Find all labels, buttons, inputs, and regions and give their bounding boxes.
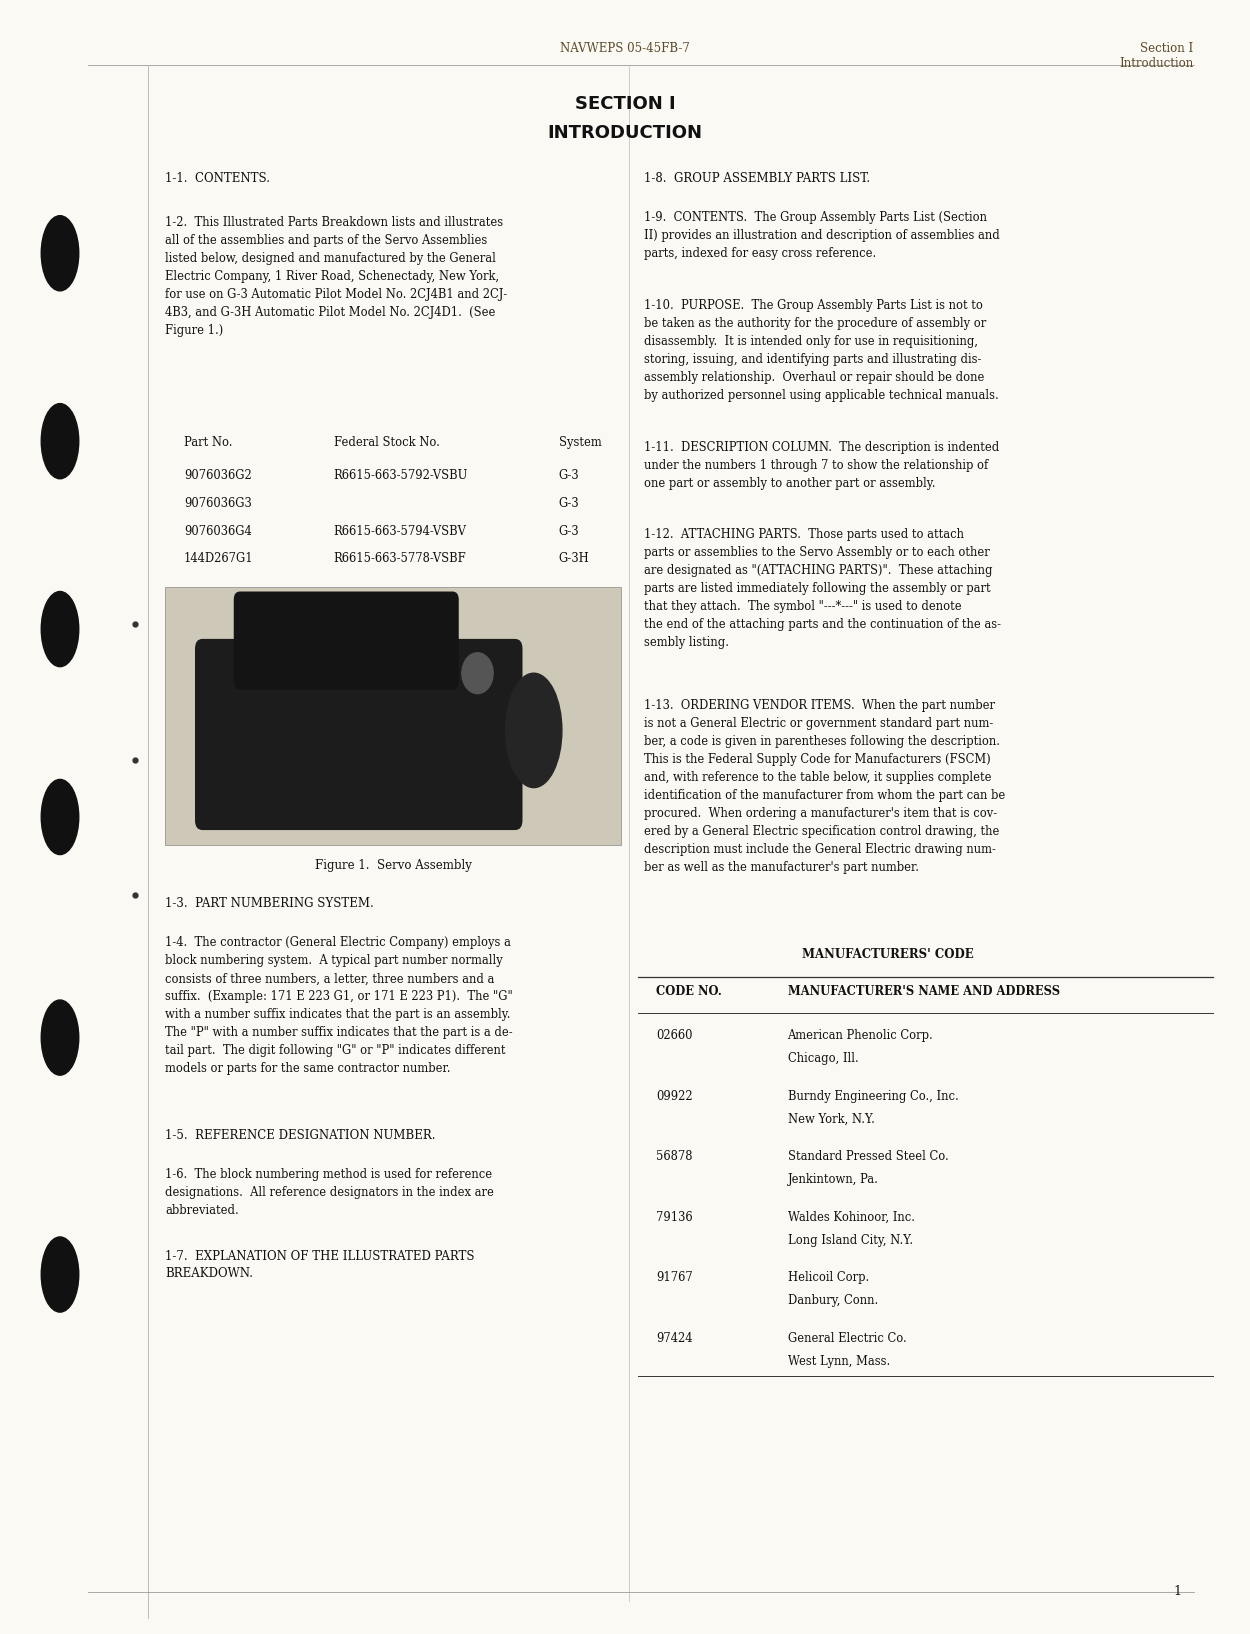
Text: R6615-663-5792-VSBU: R6615-663-5792-VSBU	[334, 469, 468, 482]
Text: Long Island City, N.Y.: Long Island City, N.Y.	[788, 1234, 912, 1247]
Text: MANUFACTURERS' CODE: MANUFACTURERS' CODE	[801, 948, 974, 961]
Text: Federal Stock No.: Federal Stock No.	[334, 436, 440, 449]
Text: INTRODUCTION: INTRODUCTION	[548, 124, 702, 142]
Text: 1-7.  EXPLANATION OF THE ILLUSTRATED PARTS
BREAKDOWN.: 1-7. EXPLANATION OF THE ILLUSTRATED PART…	[165, 1250, 475, 1279]
Text: 1-2.  This Illustrated Parts Breakdown lists and illustrates
all of the assembli: 1-2. This Illustrated Parts Breakdown li…	[165, 216, 508, 337]
Text: 1-9.  CONTENTS.  The Group Assembly Parts List (Section
II) provides an illustra: 1-9. CONTENTS. The Group Assembly Parts …	[644, 211, 1000, 260]
Text: Section I: Section I	[1140, 42, 1194, 56]
Text: 1-8.  GROUP ASSEMBLY PARTS LIST.: 1-8. GROUP ASSEMBLY PARTS LIST.	[644, 172, 870, 185]
Text: 91767: 91767	[656, 1271, 692, 1284]
Text: G-3H: G-3H	[559, 552, 590, 565]
Text: 9076036G3: 9076036G3	[184, 497, 251, 510]
Ellipse shape	[41, 1000, 79, 1075]
Text: Waldes Kohinoor, Inc.: Waldes Kohinoor, Inc.	[788, 1211, 915, 1224]
Ellipse shape	[462, 654, 492, 694]
Text: 1-4.  The contractor (General Electric Company) employs a
block numbering system: 1-4. The contractor (General Electric Co…	[165, 936, 512, 1075]
Text: 1-12.  ATTACHING PARTS.  Those parts used to attach
parts or assemblies to the S: 1-12. ATTACHING PARTS. Those parts used …	[644, 528, 1001, 649]
Text: 9076036G2: 9076036G2	[184, 469, 251, 482]
Ellipse shape	[41, 216, 79, 291]
Text: 79136: 79136	[656, 1211, 692, 1224]
Text: General Electric Co.: General Electric Co.	[788, 1332, 906, 1345]
Text: 144D267G1: 144D267G1	[184, 552, 254, 565]
Text: 09922: 09922	[656, 1090, 692, 1103]
Text: West Lynn, Mass.: West Lynn, Mass.	[788, 1355, 890, 1368]
Text: Jenkintown, Pa.: Jenkintown, Pa.	[788, 1173, 879, 1186]
Text: SECTION I: SECTION I	[575, 95, 675, 113]
Text: System: System	[559, 436, 601, 449]
Text: 97424: 97424	[656, 1332, 692, 1345]
FancyBboxPatch shape	[234, 592, 459, 690]
Text: 1-1.  CONTENTS.: 1-1. CONTENTS.	[165, 172, 270, 185]
Text: G-3: G-3	[559, 469, 580, 482]
Ellipse shape	[41, 779, 79, 855]
Ellipse shape	[41, 1237, 79, 1312]
Text: Chicago, Ill.: Chicago, Ill.	[788, 1052, 859, 1065]
Text: G-3: G-3	[559, 497, 580, 510]
Text: NAVWEPS 05-45FB-7: NAVWEPS 05-45FB-7	[560, 42, 690, 56]
Text: Burndy Engineering Co., Inc.: Burndy Engineering Co., Inc.	[788, 1090, 959, 1103]
Text: Standard Pressed Steel Co.: Standard Pressed Steel Co.	[788, 1150, 949, 1163]
Text: R6615-663-5778-VSBF: R6615-663-5778-VSBF	[334, 552, 466, 565]
FancyBboxPatch shape	[165, 587, 621, 845]
Text: American Phenolic Corp.: American Phenolic Corp.	[788, 1029, 934, 1042]
Text: Figure 1.  Servo Assembly: Figure 1. Servo Assembly	[315, 859, 471, 873]
Text: Introduction: Introduction	[1120, 57, 1194, 70]
Text: CODE NO.: CODE NO.	[656, 985, 722, 998]
Ellipse shape	[41, 592, 79, 667]
Text: Danbury, Conn.: Danbury, Conn.	[788, 1294, 878, 1307]
Text: MANUFACTURER'S NAME AND ADDRESS: MANUFACTURER'S NAME AND ADDRESS	[788, 985, 1060, 998]
Text: 1-5.  REFERENCE DESIGNATION NUMBER.: 1-5. REFERENCE DESIGNATION NUMBER.	[165, 1129, 435, 1142]
Text: Part No.: Part No.	[184, 436, 232, 449]
Text: New York, N.Y.: New York, N.Y.	[788, 1113, 875, 1126]
Ellipse shape	[41, 404, 79, 479]
Text: 56878: 56878	[656, 1150, 692, 1163]
Text: 1-13.  ORDERING VENDOR ITEMS.  When the part number
is not a General Electric or: 1-13. ORDERING VENDOR ITEMS. When the pa…	[644, 699, 1005, 874]
Text: 1-11.  DESCRIPTION COLUMN.  The description is indented
under the numbers 1 thro: 1-11. DESCRIPTION COLUMN. The descriptio…	[644, 441, 999, 490]
Text: 1: 1	[1174, 1585, 1181, 1598]
Text: 02660: 02660	[656, 1029, 692, 1042]
Text: 1-6.  The block numbering method is used for reference
designations.  All refere: 1-6. The block numbering method is used …	[165, 1168, 494, 1217]
FancyBboxPatch shape	[195, 639, 522, 830]
Text: G-3: G-3	[559, 525, 580, 538]
Text: 1-3.  PART NUMBERING SYSTEM.: 1-3. PART NUMBERING SYSTEM.	[165, 897, 374, 910]
Text: Helicoil Corp.: Helicoil Corp.	[788, 1271, 869, 1284]
Ellipse shape	[506, 673, 562, 788]
Text: R6615-663-5794-VSBV: R6615-663-5794-VSBV	[334, 525, 466, 538]
Text: 1-10.  PURPOSE.  The Group Assembly Parts List is not to
be taken as the authori: 1-10. PURPOSE. The Group Assembly Parts …	[644, 299, 999, 402]
Text: 9076036G4: 9076036G4	[184, 525, 251, 538]
